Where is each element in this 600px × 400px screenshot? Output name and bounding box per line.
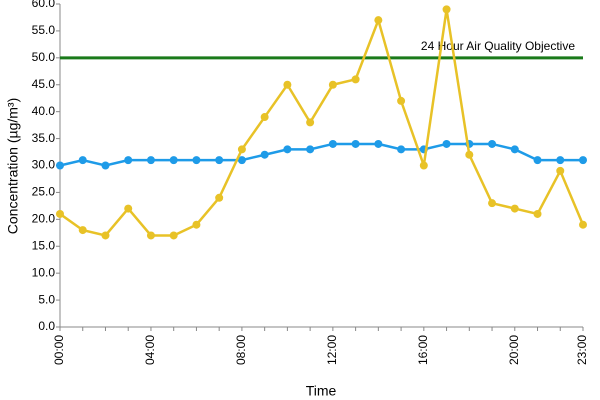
y-tick-label: 10.0 — [32, 265, 56, 279]
data-point — [283, 80, 292, 89]
data-point — [306, 145, 315, 154]
data-point — [215, 156, 224, 165]
data-point — [101, 231, 110, 240]
data-point — [306, 118, 315, 127]
data-point — [419, 161, 428, 170]
data-point — [124, 156, 133, 165]
data-point — [556, 166, 565, 175]
data-point — [237, 156, 246, 165]
y-tick-label: 45.0 — [32, 77, 56, 91]
data-point — [488, 199, 497, 208]
x-tick-label: 04:00 — [143, 335, 157, 365]
reference-label: 24 Hour Air Quality Objective — [421, 39, 575, 53]
y-tick-label: 50.0 — [32, 50, 56, 64]
data-point — [533, 209, 542, 218]
data-point — [101, 161, 110, 170]
y-tick-label: 15.0 — [32, 238, 56, 252]
x-axis-label: Time — [306, 383, 337, 399]
data-point — [260, 113, 269, 122]
data-point — [124, 204, 133, 213]
x-tick-label: 23:00 — [575, 335, 589, 365]
data-point — [556, 156, 565, 165]
y-tick-label: 5.0 — [38, 292, 55, 306]
data-point — [465, 150, 474, 159]
y-axis-label: Concentration (µg/m³) — [5, 98, 21, 234]
x-tick-label: 20:00 — [507, 335, 521, 365]
y-tick-label: 40.0 — [32, 104, 56, 118]
y-tick-label: 55.0 — [32, 23, 56, 37]
x-tick-label: 08:00 — [234, 335, 248, 365]
data-point — [374, 16, 383, 25]
y-tick-label: 60.0 — [32, 0, 56, 10]
data-point — [374, 139, 383, 148]
data-point — [192, 156, 201, 165]
data-point — [328, 139, 337, 148]
data-point — [169, 156, 178, 165]
data-point — [397, 96, 406, 105]
data-point — [56, 209, 64, 218]
data-point — [146, 156, 155, 165]
data-point — [579, 156, 587, 165]
x-tick-label: 12:00 — [325, 335, 339, 365]
data-point — [442, 139, 451, 148]
data-point — [510, 204, 519, 213]
data-point — [351, 139, 360, 148]
data-point — [397, 145, 406, 154]
data-point — [237, 145, 246, 154]
data-point — [78, 156, 87, 165]
data-point — [192, 220, 201, 229]
x-tick-label: 00:00 — [52, 335, 66, 365]
y-tick-label: 0.0 — [38, 319, 55, 333]
data-point — [56, 161, 64, 170]
y-tick-label: 35.0 — [32, 131, 56, 145]
y-tick-label: 30.0 — [32, 158, 56, 172]
data-point — [169, 231, 178, 240]
data-point — [579, 220, 587, 229]
data-point — [442, 5, 451, 14]
y-tick-label: 25.0 — [32, 185, 56, 199]
data-point — [328, 80, 337, 89]
data-point — [215, 193, 224, 202]
series-line — [59, 142, 583, 167]
data-point — [510, 145, 519, 154]
data-point — [533, 156, 542, 165]
data-point — [488, 139, 497, 148]
data-point — [351, 75, 360, 84]
data-point — [260, 150, 269, 159]
data-point — [283, 145, 292, 154]
y-tick-label: 20.0 — [32, 212, 56, 226]
data-point — [78, 226, 87, 235]
x-tick-label: 16:00 — [416, 335, 430, 365]
data-point — [146, 231, 155, 240]
